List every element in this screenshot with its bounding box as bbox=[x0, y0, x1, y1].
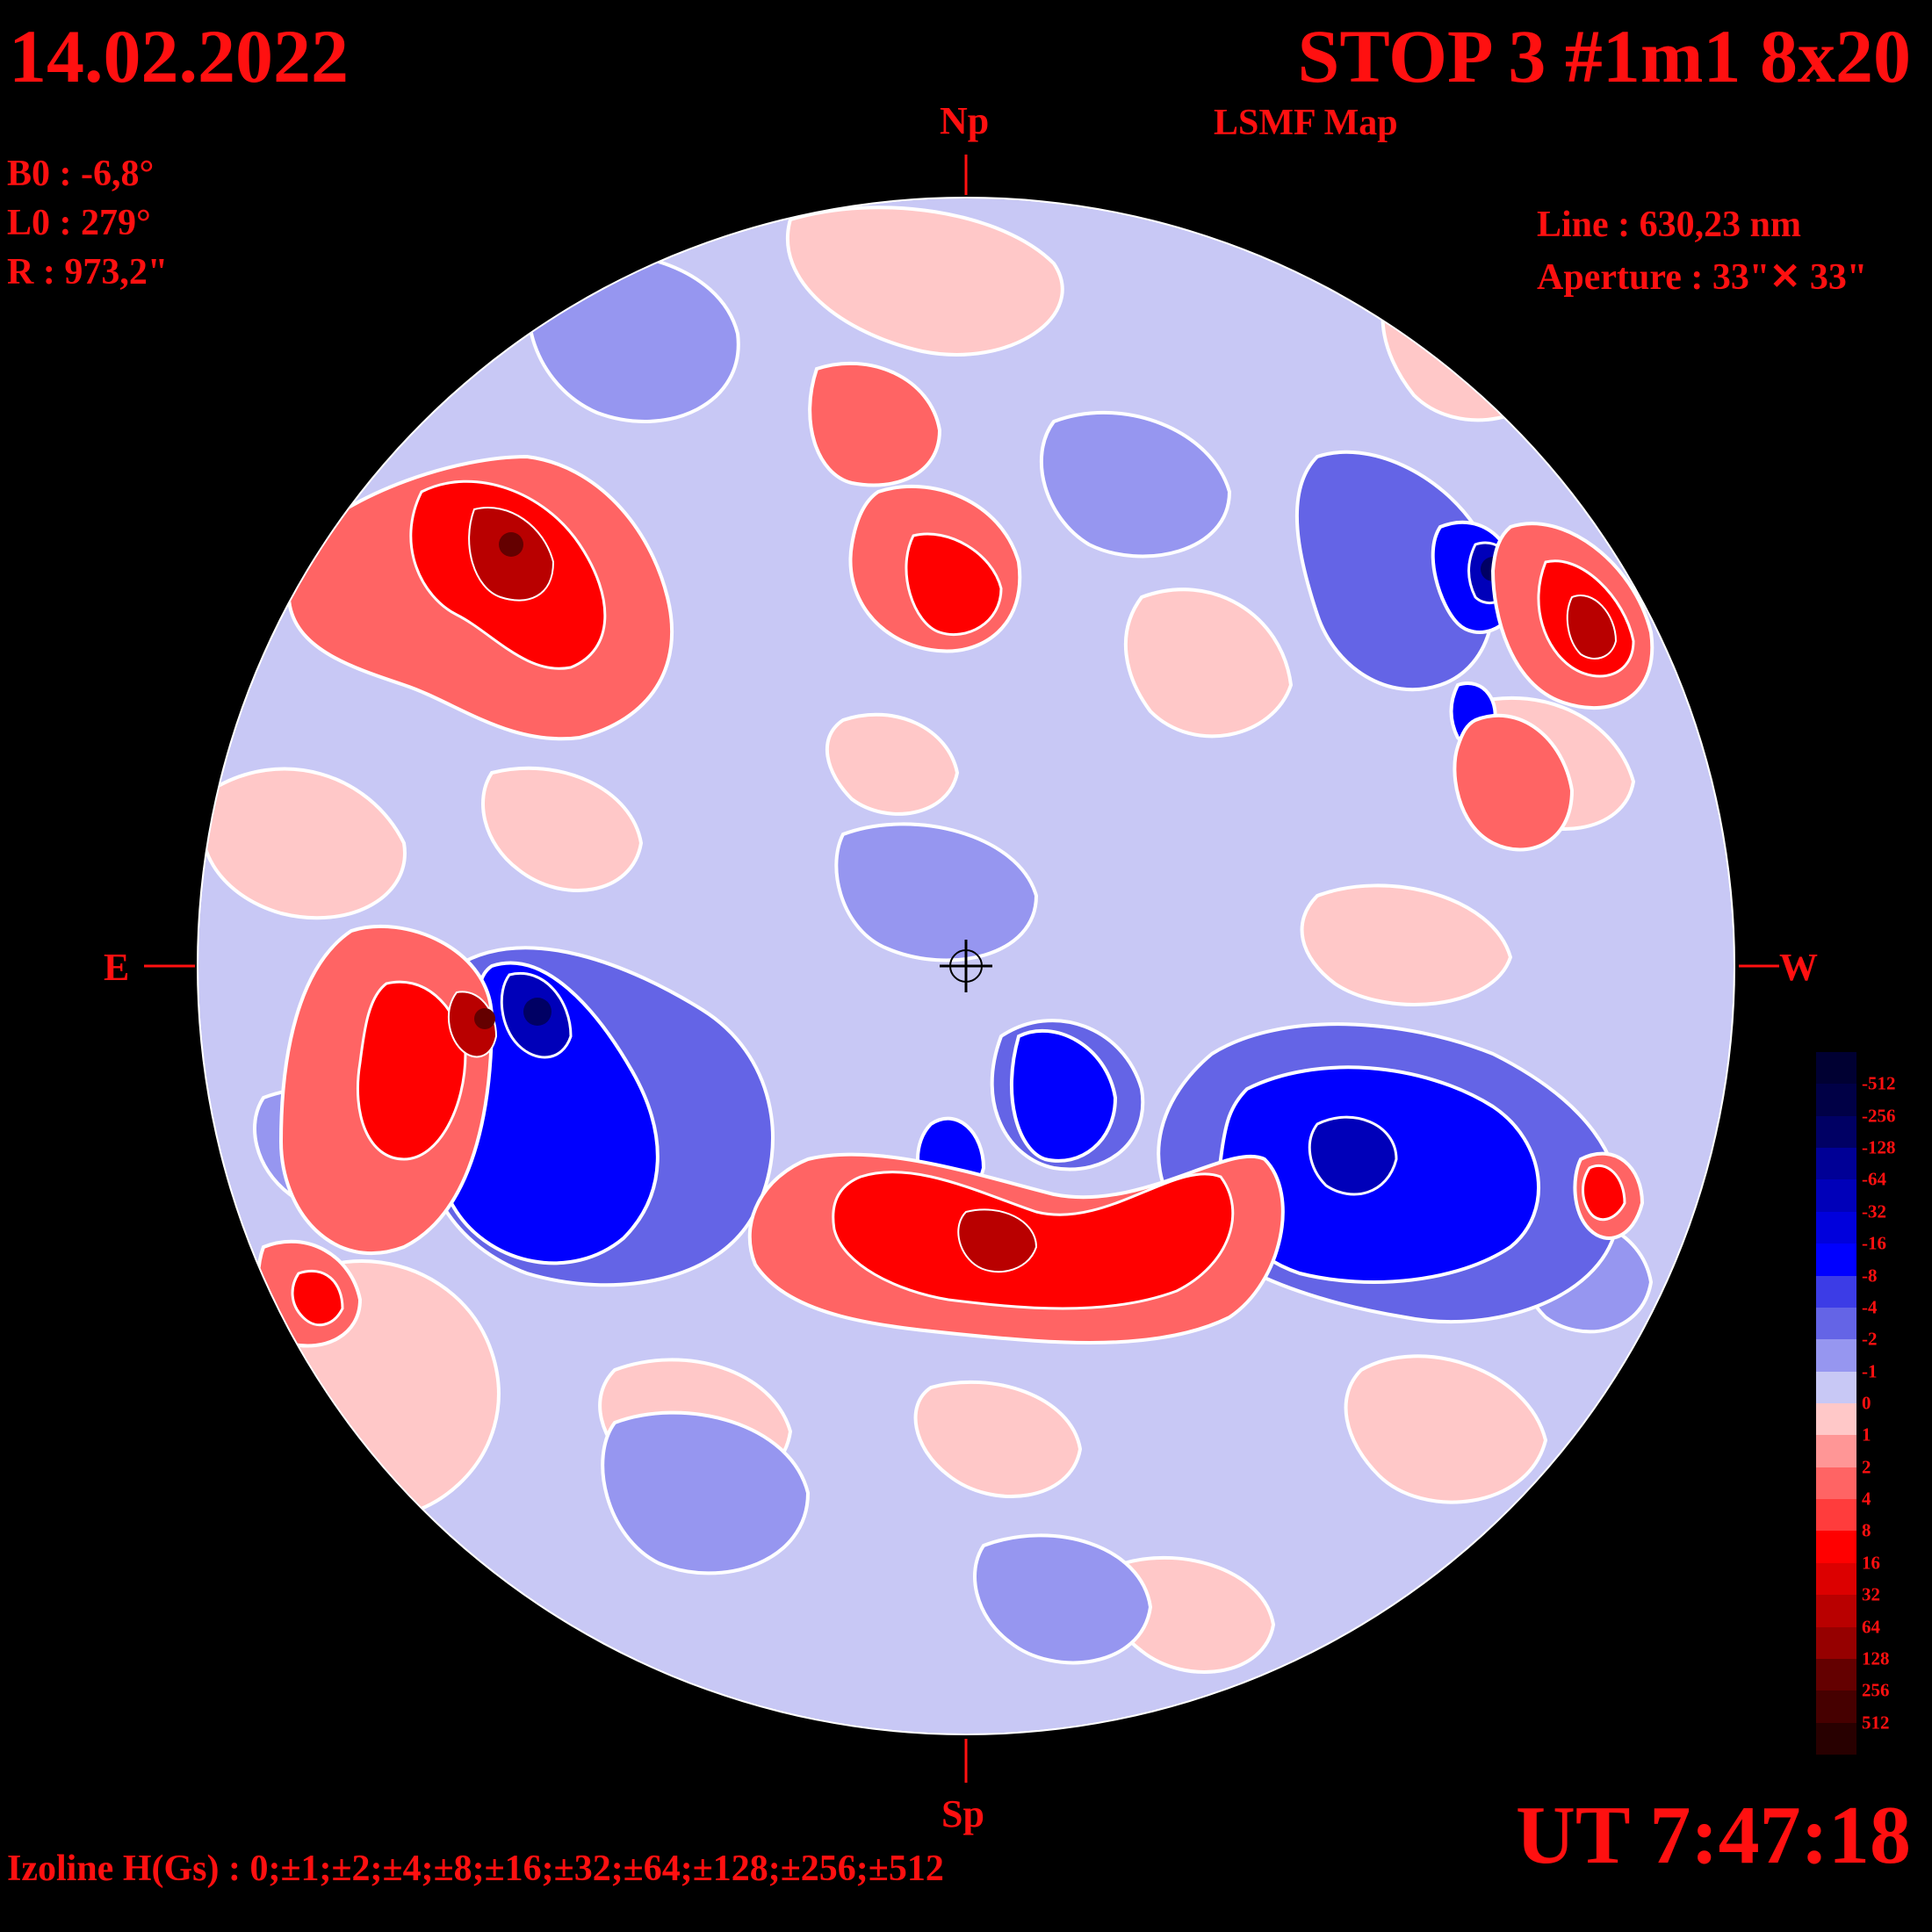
color-scale-label: 64 bbox=[1862, 1616, 1880, 1638]
direction-ticks bbox=[144, 155, 1779, 1783]
positive-deepest bbox=[474, 532, 523, 1029]
color-scale-label: 8 bbox=[1862, 1519, 1871, 1541]
color-scale-cell bbox=[1816, 1562, 1856, 1597]
color-scale-cell bbox=[1816, 1307, 1856, 1341]
color-scale-label: 2 bbox=[1862, 1456, 1871, 1478]
color-scale-cell bbox=[1816, 1531, 1856, 1564]
l0-parameter: L0 : 279° bbox=[7, 203, 151, 243]
color-scale-label: -128 bbox=[1862, 1136, 1896, 1158]
color-scale-label: -1 bbox=[1862, 1360, 1878, 1382]
color-scale-label: 16 bbox=[1862, 1552, 1880, 1574]
color-scale-label: 128 bbox=[1862, 1647, 1890, 1669]
center-crosshair-icon bbox=[940, 940, 992, 992]
color-scale-cell bbox=[1816, 1403, 1856, 1437]
color-scale-label: -4 bbox=[1862, 1296, 1878, 1318]
color-scale-label: 1 bbox=[1862, 1424, 1871, 1445]
radius-parameter: R : 973,2" bbox=[7, 252, 169, 292]
date-label: 14.02.2022 bbox=[9, 14, 349, 98]
color-scale-label: 0 bbox=[1862, 1392, 1871, 1414]
color-scale-cell bbox=[1816, 1084, 1856, 1117]
east-label: E bbox=[104, 946, 130, 989]
color-scale-label: -8 bbox=[1862, 1265, 1878, 1287]
color-scale-cell bbox=[1816, 1467, 1856, 1501]
north-pole-label: Np bbox=[940, 99, 990, 142]
color-scale-cell bbox=[1816, 1052, 1856, 1085]
color-scale-label: 256 bbox=[1862, 1679, 1890, 1701]
color-scale-cell bbox=[1816, 1371, 1856, 1404]
aperture-value: Aperture : 33"✕ 33" bbox=[1537, 257, 1868, 298]
color-scale-label: -64 bbox=[1862, 1168, 1886, 1190]
south-pole-label: Sp bbox=[941, 1792, 984, 1835]
map-subtitle: LSMF Map bbox=[1214, 103, 1398, 143]
color-scale-label: -256 bbox=[1862, 1105, 1896, 1127]
observation-title: STOP 3 #1m1 8x20 bbox=[1297, 14, 1911, 98]
color-scale-cell bbox=[1816, 1499, 1856, 1532]
color-scale-cell bbox=[1816, 1722, 1856, 1755]
color-scale-label: 512 bbox=[1862, 1712, 1890, 1734]
color-scale-label: -16 bbox=[1862, 1232, 1886, 1254]
ut-time: UT 7:47:18 bbox=[1516, 1790, 1911, 1881]
color-scale-cell bbox=[1816, 1179, 1856, 1213]
spectral-line: Line : 630,23 nm bbox=[1537, 205, 1802, 245]
color-scale-cell bbox=[1816, 1595, 1856, 1628]
color-scale-label: -512 bbox=[1862, 1072, 1896, 1094]
color-scale-label: -2 bbox=[1862, 1328, 1878, 1350]
izoline-legend: Izoline H(Gs) : 0;±1;±2;±4;±8;±16;±32;±6… bbox=[7, 1849, 944, 1889]
color-scale-cell bbox=[1816, 1211, 1856, 1245]
color-scale-cell bbox=[1816, 1148, 1856, 1181]
color-scale-cell bbox=[1816, 1435, 1856, 1468]
b0-parameter: B0 : -6,8° bbox=[7, 154, 155, 194]
color-scale-cell bbox=[1816, 1339, 1856, 1373]
color-scale-label: 4 bbox=[1862, 1488, 1871, 1510]
color-scale-cell bbox=[1816, 1244, 1856, 1277]
color-scale-cell bbox=[1816, 1115, 1856, 1150]
color-scale-cell bbox=[1816, 1690, 1856, 1724]
color-scale-cell bbox=[1816, 1658, 1856, 1692]
color-scale-cell bbox=[1816, 1626, 1856, 1660]
west-label: W bbox=[1779, 946, 1818, 989]
color-scale-label: -32 bbox=[1862, 1200, 1886, 1222]
positive-core bbox=[447, 507, 1618, 1273]
color-scale-cell bbox=[1816, 1275, 1856, 1308]
color-scale-bar bbox=[1816, 1052, 1856, 1755]
color-scale-label: 32 bbox=[1862, 1583, 1880, 1605]
